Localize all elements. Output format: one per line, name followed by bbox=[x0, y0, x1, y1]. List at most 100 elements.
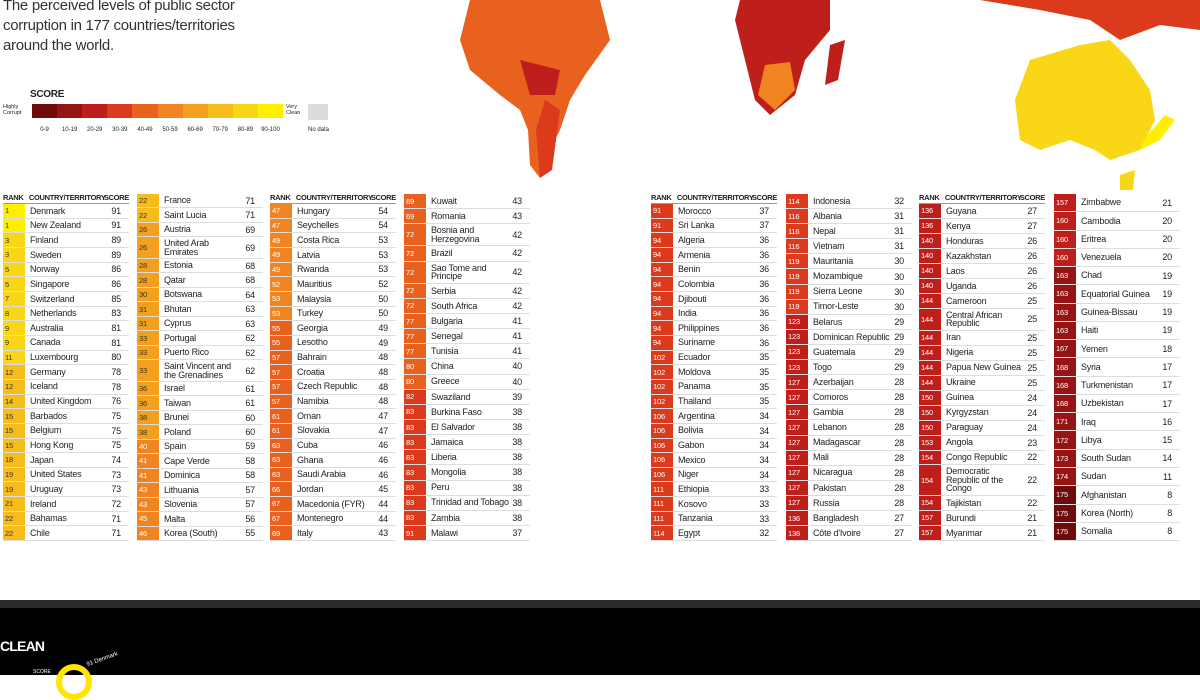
country-name: Burundi bbox=[946, 512, 976, 523]
footer-score-label: SCORE bbox=[33, 669, 51, 675]
country-name: Jordan bbox=[297, 484, 324, 495]
header-country: COUNTRY/TERRITORY bbox=[676, 192, 754, 202]
score-value: 56 bbox=[245, 513, 255, 524]
country-name: Burkina Faso bbox=[431, 406, 482, 417]
table-row: 8 Netherlands 83 bbox=[3, 306, 129, 322]
table-row: 163 Guinea-Bissau 19 bbox=[1054, 303, 1180, 322]
table-header: RANK COUNTRY/TERRITORY SCORE bbox=[3, 191, 129, 204]
australia bbox=[1015, 40, 1155, 160]
africa bbox=[735, 0, 830, 115]
rank-cell: 18 bbox=[3, 453, 25, 467]
score-value: 48 bbox=[378, 367, 388, 378]
table-row: 114 Indonesia 32 bbox=[786, 194, 912, 210]
country-name: Hungary bbox=[297, 205, 330, 216]
country-name: Macedonia (FYR) bbox=[297, 498, 365, 509]
footer: CLEAN SCORE 91 Denmark bbox=[0, 600, 1200, 700]
table-row: 55 Lesotho 49 bbox=[270, 335, 396, 351]
rank-cell: 175 bbox=[1054, 504, 1076, 522]
score-value: 39 bbox=[512, 391, 522, 402]
score-value: 42 bbox=[512, 267, 522, 278]
country-name: Central African Republic bbox=[946, 309, 1003, 329]
rank-cell: 106 bbox=[651, 467, 673, 482]
rank-cell: 144 bbox=[919, 330, 941, 345]
rank-cell: 154 bbox=[919, 495, 941, 510]
table-row: 72 South Africa 42 bbox=[404, 298, 530, 314]
table-row: 160 Venezuela 20 bbox=[1054, 248, 1180, 268]
table-row: 49 Rwanda 53 bbox=[270, 262, 396, 278]
country-name: Belarus bbox=[813, 316, 843, 327]
country-name: Turkmenistan bbox=[1081, 380, 1133, 391]
table-row: 127 Gambia 28 bbox=[786, 405, 912, 421]
rank-cell: 171 bbox=[1054, 413, 1076, 431]
score-value: 58 bbox=[245, 470, 255, 481]
score-value: 22 bbox=[1027, 475, 1037, 486]
rank-cell: 157 bbox=[919, 525, 941, 540]
score-value: 31 bbox=[894, 241, 904, 252]
score-value: 81 bbox=[111, 323, 121, 334]
table-row: 67 Macedonia (FYR) 44 bbox=[270, 497, 396, 512]
table-row: 116 Nepal 31 bbox=[786, 224, 912, 240]
rank-cell: 114 bbox=[651, 526, 673, 541]
score-value: 21 bbox=[1027, 512, 1037, 523]
score-value: 36 bbox=[759, 235, 769, 246]
score-value: 60 bbox=[245, 412, 255, 423]
country-name: Belgium bbox=[30, 425, 62, 436]
rank-cell: 175 bbox=[1054, 486, 1076, 504]
rank-cell: 53 bbox=[270, 306, 292, 321]
table-row: 36 Taiwan 61 bbox=[137, 396, 263, 411]
header-country: COUNTRY/TERRITORY bbox=[944, 192, 1022, 202]
table-row: 41 Cape Verde 58 bbox=[137, 454, 263, 469]
country-name: Qatar bbox=[164, 274, 186, 285]
country-name: Equatorial Guinea bbox=[1081, 288, 1150, 299]
table-row: 123 Dominican Republic 29 bbox=[786, 329, 912, 345]
rank-cell: 123 bbox=[786, 360, 808, 375]
score-value: 28 bbox=[894, 437, 904, 448]
table-row: 3 Sweden 89 bbox=[3, 247, 129, 263]
score-value: 62 bbox=[245, 347, 255, 358]
score-value: 38 bbox=[512, 482, 522, 493]
country-name: Yemen bbox=[1081, 343, 1108, 354]
table-row: 83 Trinidad and Tobago 38 bbox=[404, 495, 530, 511]
legend-swatch bbox=[57, 104, 83, 118]
header-country: COUNTRY/TERRITORY bbox=[295, 192, 373, 202]
rank-cell: 14 bbox=[3, 394, 25, 409]
legend-no-data: No data bbox=[308, 127, 330, 133]
score-value: 34 bbox=[759, 440, 769, 451]
table-row: 119 Sierra Leone 30 bbox=[786, 284, 912, 300]
table-row: 38 Brunei 60 bbox=[137, 410, 263, 426]
table-row: 116 Albania 31 bbox=[786, 209, 912, 225]
rank-cell: 127 bbox=[786, 390, 808, 405]
score-value: 33 bbox=[759, 513, 769, 524]
rank-cell: 22 bbox=[3, 511, 25, 526]
country-name: Lebanon bbox=[813, 422, 847, 433]
table-row: 150 Paraguay 24 bbox=[919, 420, 1045, 436]
country-name: Czech Republic bbox=[297, 381, 358, 392]
table-row: 49 Latvia 53 bbox=[270, 247, 396, 263]
country-name: Kuwait bbox=[431, 195, 457, 206]
table-row: 33 Portugal 62 bbox=[137, 331, 263, 346]
rank-cell: 46 bbox=[137, 526, 159, 541]
rank-cell: 55 bbox=[270, 335, 292, 350]
score-value: 35 bbox=[759, 352, 769, 363]
country-name: Papua New Guinea bbox=[946, 362, 1021, 373]
country-name: Armenia bbox=[678, 249, 711, 260]
rank-cell: 127 bbox=[786, 450, 808, 465]
score-value: 46 bbox=[378, 454, 388, 465]
country-name: Liberia bbox=[431, 452, 457, 463]
country-name: United Arab Emirates bbox=[164, 238, 209, 257]
table-row: 21 Ireland 72 bbox=[3, 497, 129, 512]
table-row: 136 Guyana 27 bbox=[919, 204, 1045, 219]
table-row: 45 Malta 56 bbox=[137, 512, 263, 527]
rank-cell: 168 bbox=[1054, 376, 1076, 394]
score-value: 91 bbox=[111, 205, 121, 216]
table-column: RANK COUNTRY/TERRITORY SCORE 1 Denmark 91 1 New… bbox=[3, 191, 129, 542]
rank-cell: 67 bbox=[270, 511, 292, 526]
table-row: 102 Moldova 35 bbox=[651, 365, 777, 380]
score-value: 45 bbox=[378, 484, 388, 495]
bolivia bbox=[520, 60, 560, 95]
rank-cell: 30 bbox=[137, 287, 159, 302]
country-name: Syria bbox=[1081, 361, 1101, 372]
table-row: 111 Kosovo 33 bbox=[651, 497, 777, 512]
rank-cell: 153 bbox=[919, 435, 941, 450]
country-name: Portugal bbox=[164, 332, 196, 343]
